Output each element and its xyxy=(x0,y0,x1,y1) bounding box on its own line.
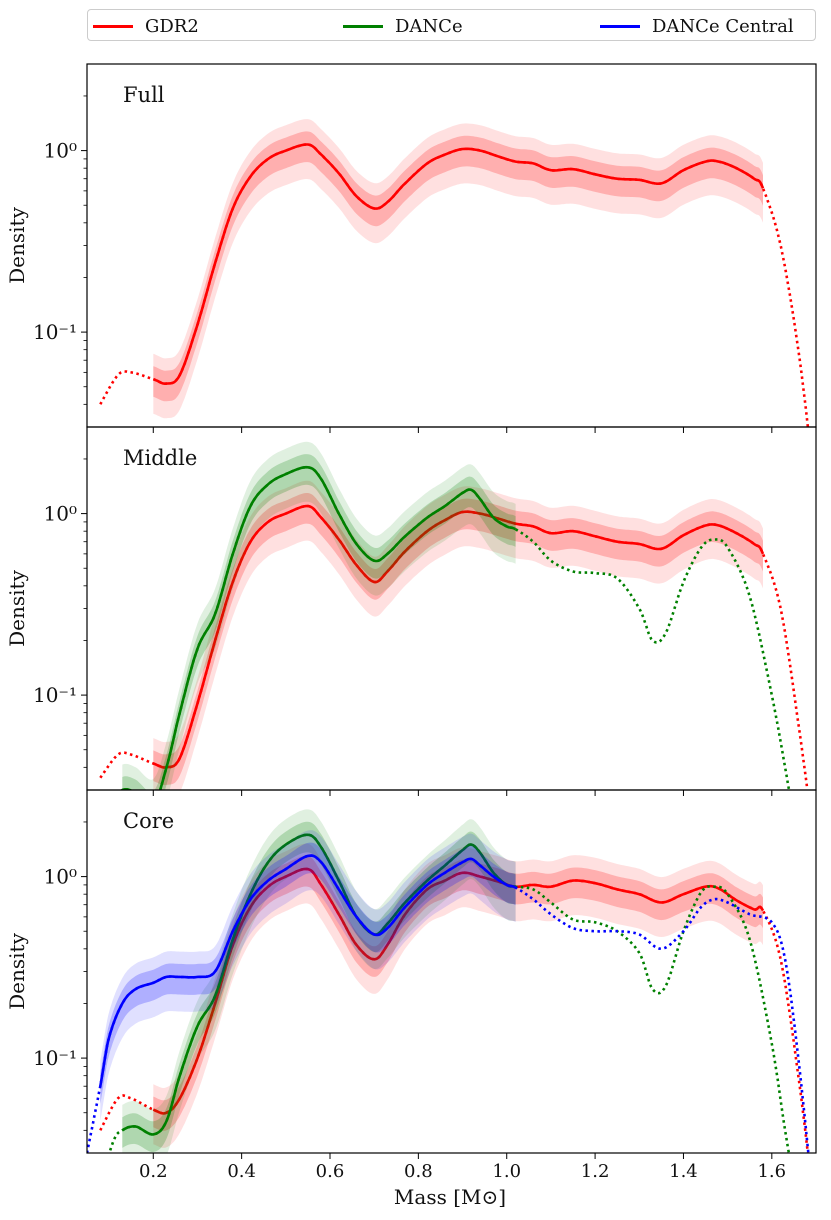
x-tick-label: 1.4 xyxy=(669,1161,698,1182)
legend-label-gdr2: GDR2 xyxy=(145,15,199,37)
x-tick-label: 1.0 xyxy=(492,1161,521,1182)
line-dance xyxy=(121,833,516,1136)
band-outer-gdr2 xyxy=(153,480,763,790)
legend-swatch-gdr2 xyxy=(93,24,133,28)
legend-entry-dance: DANCe xyxy=(343,15,463,37)
panel-title: Core xyxy=(123,809,174,833)
x-tick-label: 0.4 xyxy=(227,1161,256,1182)
x-axis-label: Mass [M⊙] xyxy=(394,1185,506,1209)
legend-entry-gdr2: GDR2 xyxy=(93,15,199,37)
band-inner-dance xyxy=(122,454,516,790)
legend-label-dance-central: DANCe Central xyxy=(652,15,794,37)
x-tick-label: 0.8 xyxy=(404,1161,433,1182)
panel-core: 10⁻¹ 10⁰ 0.2 0.4 0.6 0.8 1.0 1.2 1.4 1.6 Core Densi… xyxy=(5,789,817,1182)
band-outer-gdr2 xyxy=(153,843,764,1148)
y-tick-label: 10⁰ xyxy=(44,502,77,526)
band-outer-gdr2 xyxy=(153,119,764,419)
panel-middle: 10⁻¹ 10⁰ Middle Density xyxy=(5,426,817,796)
line-gdr2 xyxy=(152,867,765,1115)
y-tick-label: 10⁻¹ xyxy=(33,683,77,707)
band-inner-dance xyxy=(122,821,516,1152)
line-dance-central xyxy=(99,854,517,1087)
panel-full: 10⁻¹ 10⁰ Full Density xyxy=(5,63,817,433)
band-inner-gdr2 xyxy=(153,855,764,1131)
y-axis-label: Density xyxy=(5,206,29,283)
line-gdr2 xyxy=(152,143,765,386)
band-outer-dance-central xyxy=(100,830,516,1121)
legend-entry-dance-central: DANCe Central xyxy=(600,15,794,37)
band-inner-gdr2 xyxy=(153,493,764,786)
legend: GDR2 DANCe DANCe Central xyxy=(87,9,816,41)
band-inner-dance-central xyxy=(100,842,516,1104)
x-tick-label: 1.2 xyxy=(581,1161,610,1182)
panel-title: Middle xyxy=(123,446,197,470)
axes-frame xyxy=(86,63,817,428)
legend-label-dance: DANCe xyxy=(395,15,463,37)
y-tick-label: 10⁰ xyxy=(44,865,77,889)
legend-swatch-dance-central xyxy=(600,24,640,28)
plot-area xyxy=(87,809,810,1153)
y-tick-label: 10⁻¹ xyxy=(33,320,77,344)
x-tick-label: 0.2 xyxy=(139,1161,168,1182)
line-dance xyxy=(121,465,517,790)
y-axis-label: Density xyxy=(5,932,29,1009)
panel-title: Full xyxy=(123,83,165,107)
legend-swatch-dance xyxy=(343,24,383,28)
line-gdr2 xyxy=(152,504,765,769)
band-outer-dance xyxy=(122,441,516,790)
band-inner-gdr2 xyxy=(153,131,764,402)
plot-area xyxy=(99,119,810,427)
x-tick-label: 0.6 xyxy=(316,1161,345,1182)
y-tick-label: 10⁰ xyxy=(44,139,77,163)
y-axis-label: Density xyxy=(5,569,29,646)
y-tick-label: 10⁻¹ xyxy=(33,1046,77,1070)
x-tick-label: 1.6 xyxy=(757,1161,786,1182)
plot-area xyxy=(99,441,809,790)
